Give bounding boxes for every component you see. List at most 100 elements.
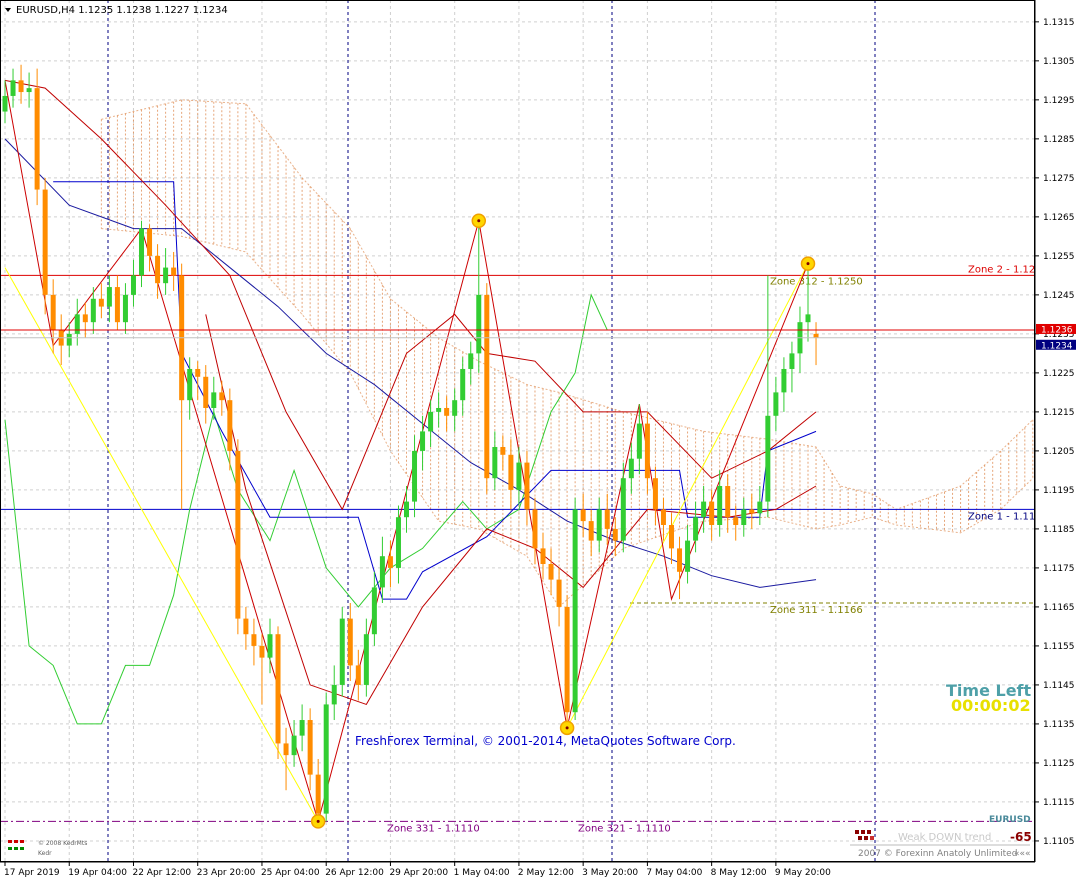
candle-body [612, 528, 618, 541]
price-box [1036, 339, 1076, 350]
candles [2, 64, 819, 822]
zone-label: Zone 312 - 1.1250 [770, 276, 863, 287]
kedr-icon [8, 840, 24, 850]
kedr-name: Kedr [38, 850, 52, 857]
x-tick-label: 3 May 20:00 [582, 868, 638, 878]
y-tick-label: 1.1265 [1043, 213, 1075, 223]
x-tick-label: 23 Apr 20:00 [197, 868, 256, 878]
candle-body [211, 392, 217, 408]
candle-body [492, 446, 498, 479]
menu-icon [5, 8, 11, 12]
zone-label: Zone 2 - 1.12 [968, 264, 1035, 275]
candle-body [813, 333, 819, 338]
trend-score: -65 [1010, 830, 1032, 844]
icon-square [861, 830, 865, 834]
watermark: FreshForex Terminal, © 2001-2014, MetaQu… [355, 734, 736, 748]
candle-body [379, 556, 385, 588]
candle-body [283, 743, 289, 756]
candle-body [267, 634, 273, 658]
candle-body [171, 267, 177, 276]
icon-square [20, 840, 24, 843]
x-tick-label: 7 May 04:00 [646, 868, 702, 878]
candle-body [299, 720, 305, 736]
y-tick-label: 1.1135 [1043, 720, 1075, 730]
y-tick-label: 1.1145 [1043, 681, 1075, 691]
x-tick-label: 19 Apr 04:00 [68, 868, 127, 878]
y-tick-label: 1.1245 [1043, 291, 1075, 301]
candle-body [701, 501, 707, 518]
candle-body [548, 564, 554, 580]
indicator-line [4, 267, 319, 822]
candle-body [677, 548, 683, 572]
candle-body [733, 517, 739, 526]
candle-body [275, 634, 281, 744]
trend-text: Weak DOWN trend [898, 832, 991, 843]
candle-body [805, 314, 811, 323]
y-tick-label: 1.1275 [1043, 174, 1075, 184]
candle-body [219, 392, 225, 401]
candle-body [556, 579, 562, 607]
candle-body [741, 509, 747, 526]
y-tick-label: 1.1105 [1043, 837, 1075, 847]
y-tick-label: 1.1215 [1043, 408, 1075, 418]
candle-body [685, 540, 691, 572]
candle-body [460, 368, 466, 401]
candle-body [693, 517, 699, 541]
candle-body [347, 618, 353, 666]
candle-body [468, 353, 474, 369]
candle-body [243, 618, 249, 635]
candle-body [98, 298, 104, 307]
candle-body [484, 294, 490, 479]
candle-body [532, 509, 538, 549]
candle-body [203, 376, 209, 408]
candle-body [508, 454, 514, 490]
zone-label: Zone 1 - 1.11 [968, 511, 1035, 522]
candle-body [444, 407, 450, 416]
candle-body [42, 189, 48, 295]
y-tick-label: 1.1315 [1043, 18, 1075, 28]
candle-body [363, 634, 369, 685]
candle-body [130, 275, 136, 295]
icon-square [864, 836, 868, 840]
candle-body [90, 298, 96, 323]
candle-body [163, 267, 169, 284]
x-tick-label: 17 Apr 2019 [4, 868, 60, 878]
icon-square [14, 847, 18, 850]
candle-body [476, 294, 482, 354]
candle-body [604, 509, 610, 529]
candle-body [331, 684, 337, 705]
candle-body [34, 88, 40, 190]
y-tick-label: 1.1285 [1043, 135, 1075, 145]
candle-body [572, 509, 578, 713]
candle-body [227, 400, 233, 451]
x-tick-label: 25 Apr 04:00 [261, 868, 320, 878]
candle-body [106, 287, 112, 307]
candle-body [82, 314, 88, 323]
trend-symbol: EURUSD [989, 815, 1031, 825]
candle-body [10, 80, 16, 96]
y-tick-label: 1.1205 [1043, 447, 1075, 457]
candle-body [620, 478, 626, 541]
y-tick-label: 1.1295 [1043, 96, 1075, 106]
candle-body [122, 294, 128, 323]
pivot-center [477, 219, 481, 223]
candle-body [636, 423, 642, 459]
y-tick-label: 1.1115 [1043, 798, 1075, 808]
candle-body [50, 294, 56, 330]
y-tick-label: 1.1305 [1043, 57, 1075, 67]
pivot-center [806, 262, 810, 266]
candle-body [420, 431, 426, 451]
candle-body [524, 462, 530, 510]
pivot-center [316, 819, 320, 823]
y-tick-label: 1.1255 [1043, 252, 1075, 262]
icon-square [855, 830, 859, 834]
candle-body [500, 446, 506, 455]
y-tick-label: 1.1125 [1043, 759, 1075, 769]
candle-body [251, 634, 257, 646]
x-tick-label: 29 Apr 20:00 [389, 868, 448, 878]
y-tick-label: 1.1165 [1043, 603, 1075, 613]
candle-body [412, 450, 418, 502]
x-tick-label: 22 Apr 12:00 [132, 868, 191, 878]
candle-body [789, 353, 795, 369]
